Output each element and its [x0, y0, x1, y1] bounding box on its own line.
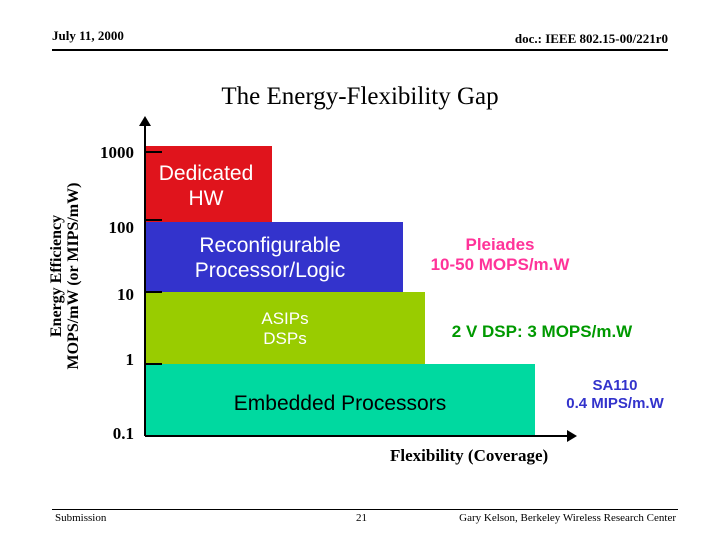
sa110-annotation-line2: 0.4 MIPS/m.W [566, 395, 664, 412]
y-tick-label-0.1: 0.1 [112, 424, 134, 443]
asip-label-line1: ASIPs [261, 309, 309, 328]
pleiades-annotation-line2: 10-50 MOPS/m.W [430, 255, 570, 275]
footer-submission: Submission [55, 512, 107, 524]
header-doc-id: doc.: IEEE 802.15-00/221r0 [514, 31, 668, 46]
footer-rule [52, 509, 678, 510]
reconfigurable-label-line1: Reconfigurable [199, 234, 341, 257]
footer-author: Gary Kelson, Berkeley Wireless Research … [459, 512, 676, 524]
sa110-annotation-line1: SA110 [592, 377, 638, 394]
dedicated-hw-label-line1: Dedicated [158, 162, 254, 185]
asip-label-line2: DSPs [263, 329, 307, 349]
y-tick-label-1: 1 [125, 350, 135, 369]
reconfigurable-label-line2: Processor/Logic [194, 259, 346, 283]
dsp-annotation: 2 V DSP: 3 MOPS/m.W [451, 322, 633, 341]
footer-page-number: 21 [356, 512, 367, 524]
y-tick-label-10: 10 [117, 285, 134, 304]
x-axis-arrowhead [567, 430, 577, 442]
reconfigurable-label: Reconfigurable Processor/Logic [155, 233, 385, 283]
dedicated-hw-label: Dedicated HW [140, 161, 272, 211]
header-date: July 11, 2000 [52, 28, 124, 43]
dedicated-hw-label-line2: HW [188, 187, 224, 211]
asip-dsp-label: ASIPs DSPs [235, 309, 335, 350]
embedded-processors-block [145, 364, 535, 436]
embedded-processors-label: Embedded Processors [233, 392, 447, 415]
pleiades-annotation-line1: Pleiades [465, 235, 535, 254]
pleiades-annotation: Pleiades 10-50 MOPS/m.W [405, 235, 595, 276]
header-rule [52, 49, 668, 51]
y-axis-arrowhead [139, 116, 151, 126]
sa110-annotation: SA110 0.4 MIPS/m.W [555, 377, 675, 413]
y-tick-label-100: 100 [108, 218, 135, 237]
y-tick-label-1000: 1000 [100, 143, 134, 162]
slide-title: The Energy-Flexibility Gap [221, 83, 499, 110]
x-axis-label: Flexibility (Coverage) [390, 446, 549, 465]
